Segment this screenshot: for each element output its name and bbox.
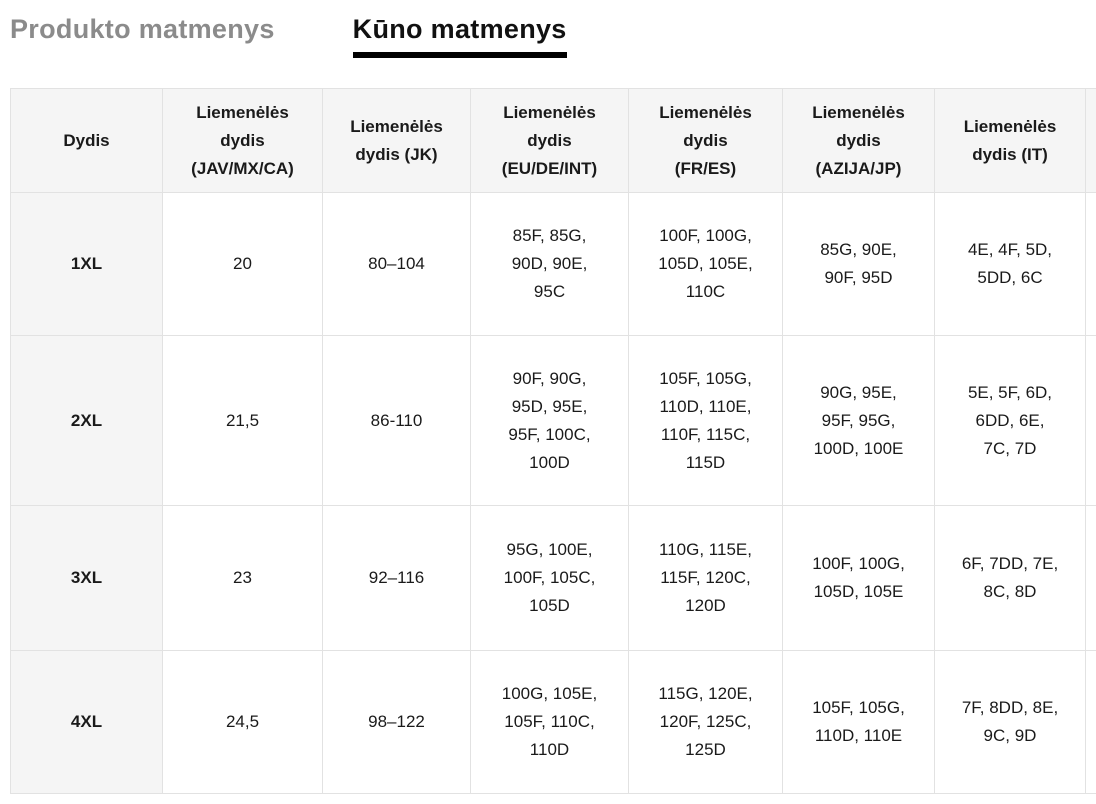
cell-size: 2XL bbox=[10, 335, 163, 506]
size-table-container: Dydis Liemenėlės dydis (JAV/MX/CA) Lieme… bbox=[10, 88, 1096, 794]
cell-bra-asia: 85G, 90E, 90F, 95D bbox=[782, 192, 935, 336]
cell-bra-eu: 95G, 100E, 100F, 105C, 105D bbox=[470, 505, 629, 651]
column-header-bra-us: Liemenėlės dydis (JAV/MX/CA) bbox=[162, 88, 323, 193]
cell-bra-uk: 98–122 bbox=[322, 650, 471, 794]
cell-cutoff bbox=[1085, 505, 1096, 651]
cell-bra-us: 23 bbox=[162, 505, 323, 651]
cell-bra-fr: 110G, 115E, 115F, 120C, 120D bbox=[628, 505, 783, 651]
size-chart-tabs: Produkto matmenys Kūno matmenys bbox=[0, 0, 1096, 75]
tab-product-dimensions[interactable]: Produkto matmenys bbox=[10, 14, 275, 44]
column-header-cutoff bbox=[1085, 88, 1096, 193]
cell-size: 3XL bbox=[10, 505, 163, 651]
cell-bra-it: 6F, 7DD, 7E, 8C, 8D bbox=[934, 505, 1086, 651]
cell-cutoff bbox=[1085, 650, 1096, 794]
cell-bra-it: 5E, 5F, 6D, 6DD, 6E, 7C, 7D bbox=[934, 335, 1086, 506]
cell-bra-it: 4E, 4F, 5D, 5DD, 6C bbox=[934, 192, 1086, 336]
tab-body-dimensions[interactable]: Kūno matmenys bbox=[352, 13, 567, 58]
column-header-bra-uk: Liemenėlės dydis (JK) bbox=[322, 88, 471, 193]
cell-size: 4XL bbox=[10, 650, 163, 794]
cell-bra-fr: 100F, 100G, 105D, 105E, 110C bbox=[628, 192, 783, 336]
table-header-row: Dydis Liemenėlės dydis (JAV/MX/CA) Lieme… bbox=[10, 88, 1096, 193]
table-row-1xl: 1XL 20 80–104 85F, 85G, 90D, 90E, 95C 10… bbox=[10, 192, 1096, 336]
column-header-bra-it: Liemenėlės dydis (IT) bbox=[934, 88, 1086, 193]
column-header-size: Dydis bbox=[10, 88, 163, 193]
cell-cutoff bbox=[1085, 192, 1096, 336]
cell-bra-asia: 100F, 100G, 105D, 105E bbox=[782, 505, 935, 651]
table-row-3xl: 3XL 23 92–116 95G, 100E, 100F, 105C, 105… bbox=[10, 505, 1096, 651]
cell-bra-uk: 80–104 bbox=[322, 192, 471, 336]
column-header-bra-fr: Liemenėlės dydis (FR/ES) bbox=[628, 88, 783, 193]
column-header-bra-asia: Liemenėlės dydis (AZIJA/JP) bbox=[782, 88, 935, 193]
table-row-2xl: 2XL 21,5 86-110 90F, 90G, 95D, 95E, 95F,… bbox=[10, 335, 1096, 506]
cell-bra-uk: 92–116 bbox=[322, 505, 471, 651]
cell-bra-us: 20 bbox=[162, 192, 323, 336]
table-row-4xl: 4XL 24,5 98–122 100G, 105E, 105F, 110C, … bbox=[10, 650, 1096, 794]
size-table: Dydis Liemenėlės dydis (JAV/MX/CA) Lieme… bbox=[10, 88, 1096, 794]
cell-bra-eu: 90F, 90G, 95D, 95E, 95F, 100C, 100D bbox=[470, 335, 629, 506]
cell-bra-eu: 100G, 105E, 105F, 110C, 110D bbox=[470, 650, 629, 794]
cell-bra-us: 24,5 bbox=[162, 650, 323, 794]
cell-bra-fr: 105F, 105G, 110D, 110E, 110F, 115C, 115D bbox=[628, 335, 783, 506]
cell-bra-eu: 85F, 85G, 90D, 90E, 95C bbox=[470, 192, 629, 336]
cell-cutoff bbox=[1085, 335, 1096, 506]
column-header-bra-eu: Liemenėlės dydis (EU/DE/INT) bbox=[470, 88, 629, 193]
cell-size: 1XL bbox=[10, 192, 163, 336]
cell-bra-asia: 105F, 105G, 110D, 110E bbox=[782, 650, 935, 794]
cell-bra-it: 7F, 8DD, 8E, 9C, 9D bbox=[934, 650, 1086, 794]
cell-bra-fr: 115G, 120E, 120F, 125C, 125D bbox=[628, 650, 783, 794]
cell-bra-us: 21,5 bbox=[162, 335, 323, 506]
cell-bra-uk: 86-110 bbox=[322, 335, 471, 506]
cell-bra-asia: 90G, 95E, 95F, 95G, 100D, 100E bbox=[782, 335, 935, 506]
